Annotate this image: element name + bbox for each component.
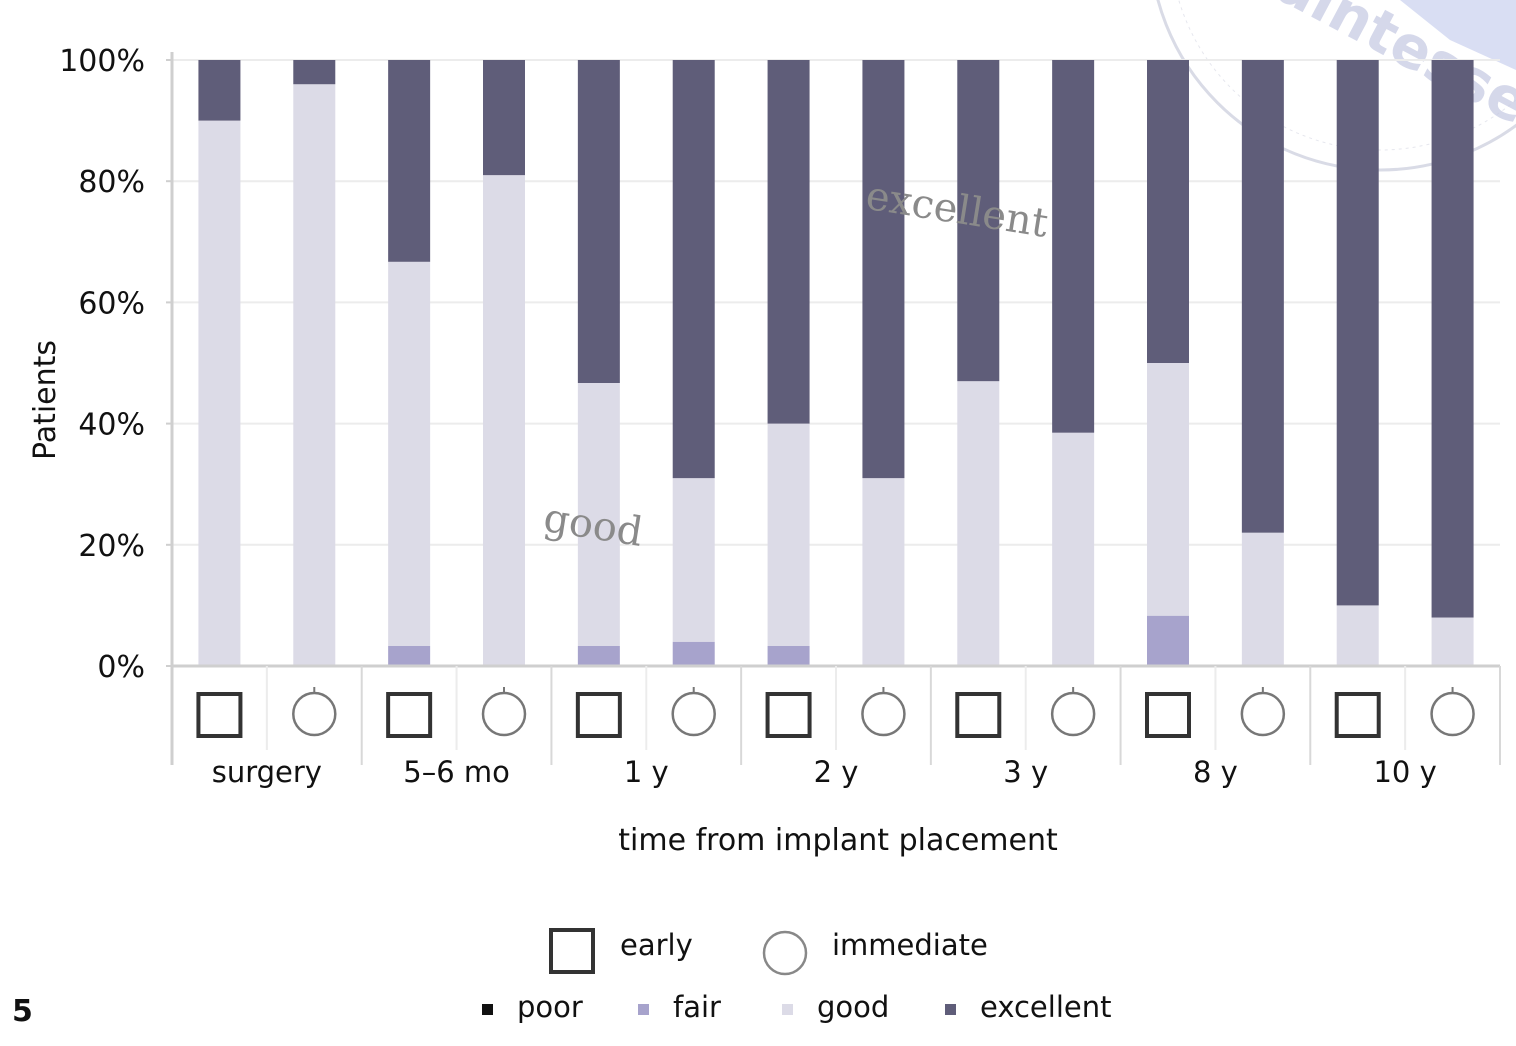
legend: early immediate poor fair good excellent [482, 928, 1111, 1024]
bar-segment-fair [577, 646, 620, 666]
circle-icon [292, 691, 337, 737]
bar-segment-excellent [198, 60, 241, 121]
x-group-label: 5–6 mo [403, 755, 510, 789]
y-tick-label: 60% [78, 286, 145, 321]
y-tick-label: 20% [78, 529, 145, 564]
x-group-label: 2 y [814, 755, 859, 789]
axes [170, 52, 1501, 765]
bar-segment-good [577, 382, 620, 647]
bar-segment-good [1147, 363, 1189, 616]
bar-segment-good [672, 478, 715, 642]
legend-swatch-fair [638, 1004, 649, 1015]
square-icon [386, 692, 433, 738]
annotation-good: good [541, 495, 646, 556]
bar-segment-fair [388, 646, 431, 666]
y-tick-label: 40% [78, 408, 145, 443]
circle-icon [481, 691, 527, 737]
square-icon [955, 692, 1002, 738]
bar-segment-excellent [1241, 60, 1284, 533]
bar-segment-excellent [483, 60, 525, 176]
bar-segment-good [1336, 605, 1379, 666]
bar-segment-excellent [767, 60, 810, 424]
square-icon [1145, 692, 1191, 738]
bar-segment-fair [767, 646, 810, 666]
legend-swatch-poor [482, 1004, 493, 1015]
bar-segment-excellent [388, 60, 431, 262]
bar-segment-excellent [862, 60, 905, 479]
square-icon [196, 692, 243, 738]
circle-icon [1240, 691, 1286, 737]
y-tick-label: 80% [78, 165, 145, 200]
circle-icon [1430, 691, 1475, 737]
bar-segment-good [767, 423, 810, 647]
circle-icon [1050, 691, 1096, 737]
bar-segment-excellent [1336, 60, 1379, 606]
x-group-label: 3 y [1003, 755, 1048, 789]
bar-segment-fair [1147, 615, 1189, 666]
bar-segment-excellent [672, 60, 715, 479]
legend-square-icon [549, 928, 595, 974]
bar-segment-excellent [293, 60, 336, 85]
x-group-label: 1 y [624, 755, 669, 789]
bar-segment-fair [672, 641, 715, 666]
legend-swatch-good [782, 1004, 793, 1015]
square-icon [765, 692, 812, 738]
y-tick-label: 100% [59, 44, 145, 79]
x-axis-group-labels: surgery 5–6 mo 1 y 2 y 3 y 8 y 10 y [212, 755, 1437, 789]
square-icon [575, 692, 622, 738]
bar-segment-good [293, 84, 336, 667]
bar-segment-good [1052, 432, 1095, 666]
circle-icon [671, 691, 716, 737]
bar-segment-good [862, 478, 905, 666]
legend-label-early: early [620, 928, 693, 962]
bar-segment-excellent [957, 60, 1000, 382]
square-icon [1334, 692, 1381, 738]
x-group-label: surgery [212, 755, 322, 789]
y-tick-label: 0% [97, 650, 145, 685]
bar-segment-excellent [1147, 60, 1189, 363]
bar-segment-good [1241, 532, 1284, 666]
legend-label-immediate: immediate [832, 928, 988, 962]
bars [198, 60, 1474, 667]
y-axis-ticks: 0% 20% 40% 60% 80% 100% [59, 44, 172, 685]
legend-label-fair: fair [673, 990, 721, 1024]
legend-circle-icon [762, 930, 808, 976]
bar-segment-excellent [1052, 60, 1095, 433]
grid-lines [172, 59, 1500, 667]
legend-label-excellent: excellent [980, 990, 1111, 1024]
bar-segment-excellent [1431, 60, 1474, 618]
x-group-label: 10 y [1373, 755, 1436, 789]
x-axis-title: time from implant placement [618, 823, 1058, 858]
bar-type-icons [196, 687, 1475, 738]
bar-segment-good [388, 261, 431, 647]
bar-segment-good [198, 120, 241, 667]
figure-number: 5 [12, 994, 33, 1029]
bar-segment-excellent [577, 60, 620, 383]
bar-segment-good [483, 175, 525, 666]
legend-label-good: good [817, 990, 889, 1024]
legend-swatch-excellent [945, 1004, 956, 1015]
legend-label-poor: poor [517, 990, 583, 1024]
bar-segment-good [957, 381, 1000, 666]
bar-segment-good [1431, 617, 1474, 666]
y-axis-title: Patients [28, 340, 63, 460]
x-group-label: 8 y [1193, 755, 1238, 789]
circle-icon [861, 691, 906, 737]
